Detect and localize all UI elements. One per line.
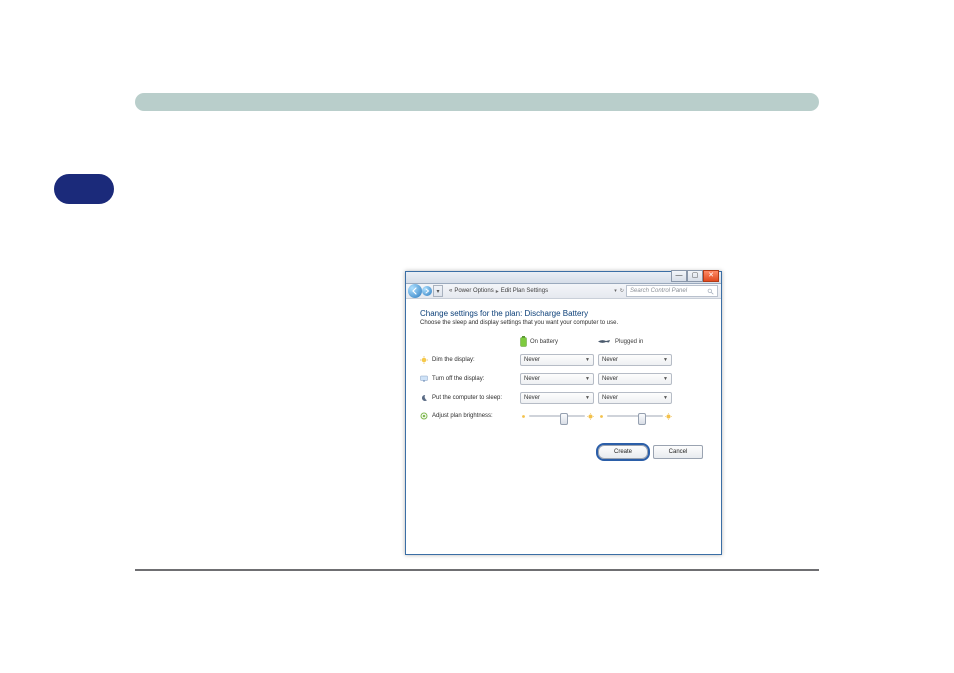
- address-bar: ▾ « Power Options ▸ Edit Plan Settings ▾…: [406, 284, 721, 299]
- dropdown-value: Never: [524, 395, 540, 401]
- plug-icon: [598, 338, 612, 345]
- chevron-down-icon: ▼: [585, 357, 590, 363]
- slider-track: [529, 415, 585, 417]
- create-button[interactable]: Create: [598, 445, 648, 459]
- power-options-window: — ▢ ✕ ▾ « Power Options ▸ Edit Plan Sett…: [405, 271, 722, 555]
- chevron-down-icon: ▼: [663, 376, 668, 382]
- window-body: Change settings for the plan: Discharge …: [406, 299, 721, 459]
- address-dropdowns[interactable]: ▾ ↻: [614, 288, 624, 294]
- dropdown-value: Never: [524, 357, 540, 363]
- row-label: Adjust plan brightness:: [432, 413, 493, 419]
- window-titlebar: — ▢ ✕: [406, 272, 721, 284]
- dim-icon: [420, 356, 428, 364]
- column-label: Plugged in: [615, 339, 643, 345]
- row-label: Dim the display:: [432, 357, 475, 363]
- search-input[interactable]: Search Control Panel: [626, 285, 718, 297]
- sun-high-icon: [587, 413, 594, 420]
- off-battery-dropdown[interactable]: Never ▼: [520, 373, 594, 385]
- slider-track: [607, 415, 663, 417]
- dropdown-value: Never: [602, 376, 618, 382]
- breadcrumb-indicator-icon: «: [449, 288, 452, 294]
- slider-thumb[interactable]: [638, 413, 646, 425]
- page-title: Change settings for the plan: Discharge …: [420, 309, 707, 318]
- window-controls: — ▢ ✕: [671, 270, 719, 282]
- column-on-battery: On battery: [520, 336, 594, 347]
- breadcrumb[interactable]: « Power Options ▸ Edit Plan Settings: [449, 288, 548, 295]
- search-icon: [707, 288, 714, 295]
- brightness-plugged-slider[interactable]: [598, 411, 672, 421]
- row-dim-display: Dim the display:: [420, 356, 516, 364]
- breadcrumb-sep-icon: ▸: [496, 288, 499, 295]
- breadcrumb-item: Edit Plan Settings: [501, 288, 548, 294]
- sun-low-icon: [520, 413, 527, 420]
- page-subtitle: Choose the sleep and display settings th…: [420, 320, 707, 326]
- moon-icon: [420, 394, 428, 402]
- monitor-icon: [420, 375, 428, 383]
- dim-plugged-dropdown[interactable]: Never ▼: [598, 354, 672, 366]
- page-divider: [135, 569, 819, 571]
- row-label: Put the computer to sleep:: [432, 395, 502, 401]
- search-placeholder: Search Control Panel: [630, 288, 687, 294]
- maximize-button[interactable]: ▢: [687, 270, 703, 282]
- dropdown-value: Never: [524, 376, 540, 382]
- cancel-button[interactable]: Cancel: [653, 445, 703, 459]
- row-sleep: Put the computer to sleep:: [420, 394, 516, 402]
- chevron-down-icon: ▼: [663, 395, 668, 401]
- arrow-left-icon: [411, 287, 419, 295]
- chevron-down-icon: ▼: [585, 395, 590, 401]
- column-label: On battery: [530, 339, 558, 345]
- minimize-button[interactable]: —: [671, 270, 687, 282]
- breadcrumb-item: Power Options: [454, 288, 493, 294]
- row-label: Turn off the display:: [432, 376, 484, 382]
- battery-icon: [520, 336, 527, 347]
- row-brightness: Adjust plan brightness:: [420, 412, 516, 420]
- arrow-right-icon: [424, 288, 430, 294]
- sun-low-icon: [598, 413, 605, 420]
- chevron-down-icon: ▼: [585, 376, 590, 382]
- column-plugged-in: Plugged in: [598, 338, 672, 345]
- sleep-plugged-dropdown[interactable]: Never ▼: [598, 392, 672, 404]
- slider-thumb[interactable]: [560, 413, 568, 425]
- decorative-chip: [54, 174, 114, 204]
- page-root: — ▢ ✕ ▾ « Power Options ▸ Edit Plan Sett…: [0, 0, 954, 673]
- off-plugged-dropdown[interactable]: Never ▼: [598, 373, 672, 385]
- button-label: Create: [614, 449, 632, 455]
- dropdown-value: Never: [602, 395, 618, 401]
- dropdown-value: Never: [602, 357, 618, 363]
- brightness-battery-slider[interactable]: [520, 411, 594, 421]
- dialog-footer: Create Cancel: [420, 445, 707, 459]
- chevron-down-icon: ▼: [663, 357, 668, 363]
- decorative-band: [135, 93, 819, 111]
- brightness-icon: [420, 412, 428, 420]
- nav-back-button[interactable]: [408, 284, 422, 298]
- settings-grid: On battery Plugged in Dim the display: N…: [420, 336, 707, 421]
- sleep-battery-dropdown[interactable]: Never ▼: [520, 392, 594, 404]
- sun-high-icon: [665, 413, 672, 420]
- dim-battery-dropdown[interactable]: Never ▼: [520, 354, 594, 366]
- nav-forward-button[interactable]: [422, 286, 432, 296]
- button-label: Cancel: [669, 449, 688, 455]
- close-button[interactable]: ✕: [703, 270, 719, 282]
- nav-history-button[interactable]: ▾: [433, 285, 443, 297]
- row-turn-off-display: Turn off the display:: [420, 375, 516, 383]
